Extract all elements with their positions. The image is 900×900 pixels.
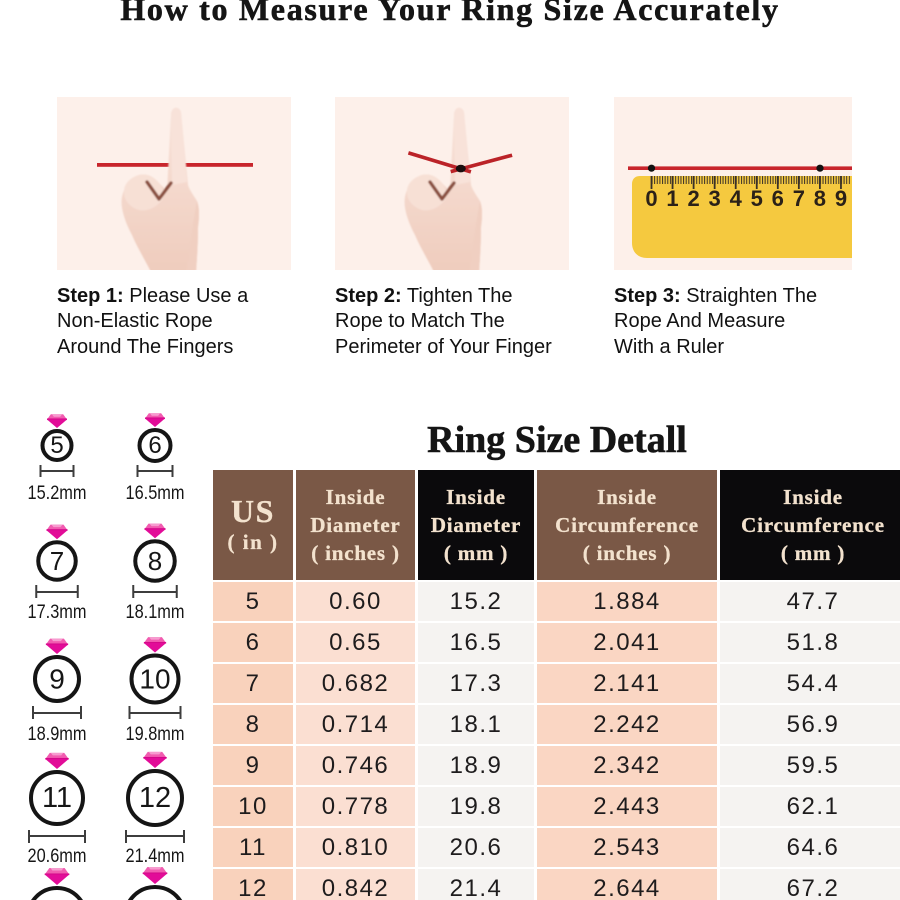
svg-text:9: 9 xyxy=(835,186,847,211)
svg-text:0: 0 xyxy=(645,186,657,211)
svg-text:1: 1 xyxy=(666,186,678,211)
svg-text:12: 12 xyxy=(139,782,171,814)
svg-text:6: 6 xyxy=(772,186,784,211)
svg-text:7: 7 xyxy=(793,186,805,211)
svg-text:6: 6 xyxy=(148,432,161,459)
svg-text:8: 8 xyxy=(148,546,162,576)
svg-text:8: 8 xyxy=(814,186,826,211)
svg-text:7: 7 xyxy=(50,546,64,576)
svg-text:10: 10 xyxy=(139,664,170,695)
svg-text:5: 5 xyxy=(751,186,763,211)
svg-text:4: 4 xyxy=(730,186,743,211)
svg-text:3: 3 xyxy=(709,186,721,211)
svg-text:2: 2 xyxy=(687,186,699,211)
svg-text:5: 5 xyxy=(50,432,63,459)
svg-text:9: 9 xyxy=(49,664,65,695)
svg-text:11: 11 xyxy=(42,782,72,814)
